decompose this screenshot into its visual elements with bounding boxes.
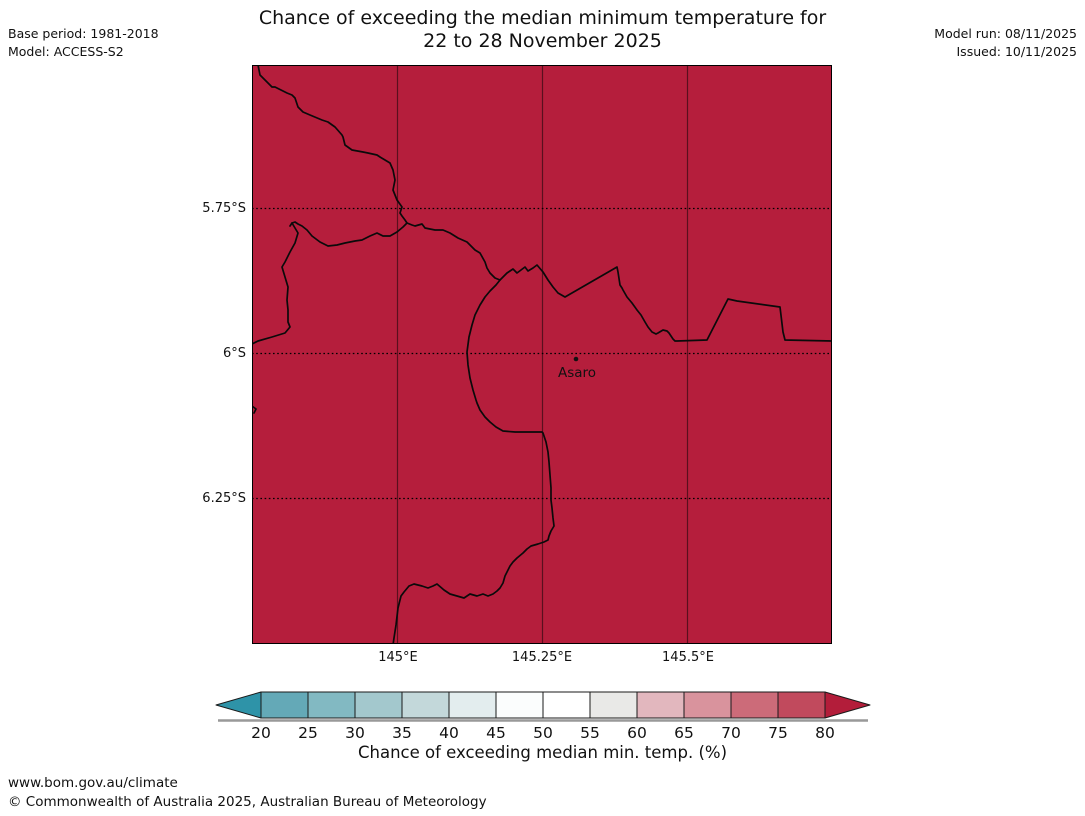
colorbar-cells [215,691,871,719]
colorbar-left-arrow [215,691,262,719]
latitude-gridlines [252,207,832,500]
y-tick-6s: 6°S [222,346,246,361]
colorbar-tick-label: 60 [627,724,647,742]
colorbar-tick-label: 70 [721,724,741,742]
colorbar-svg: 20 25 30 35 40 45 50 55 60 65 70 75 80 [215,691,871,742]
colorbar-segment [260,691,309,719]
issued-label: Issued: 10/11/2025 [956,44,1078,59]
colorbar-segment [730,691,779,719]
colorbar-segment [589,691,638,719]
colorbar-tick-label: 55 [580,724,600,742]
figure-title-line1: Chance of exceeding the median minimum t… [258,7,827,29]
colorbar-tick-label: 75 [768,724,788,742]
x-tick-145p5e: 145.5°E [662,650,714,665]
place-marker-label: Asaro [558,365,596,381]
colorbar-tick-label: 80 [815,724,835,742]
longitude-gridlines [396,65,689,644]
colorbar-tick-label: 25 [298,724,318,742]
colorbar-tick-label: 35 [392,724,412,742]
region-boundaries [251,64,833,646]
colorbar-segment [636,691,685,719]
boundary-south [392,279,555,646]
model-run-label: Model run: 08/11/2025 [934,26,1077,41]
footer-copyright: © Commonwealth of Australia 2025, Austra… [8,794,487,810]
colorbar-segment [401,691,450,719]
map-frame [252,65,832,644]
map-svg: Asaro [251,64,833,646]
x-tick-145e: 145°E [378,650,418,665]
place-marker-dot [573,356,579,362]
colorbar-segment [542,691,591,719]
base-period-label: Base period: 1981-2018 [8,26,159,41]
header-right-block: Model run: 08/11/2025 Issued: 10/11/2025 [934,25,1077,61]
footer-url: www.bom.gov.au/climate [8,775,178,791]
colorbar-tick-label: 45 [486,724,506,742]
boundary-west-northsouth [251,222,299,345]
y-tick-5p75s: 5.75°S [202,201,246,216]
colorbar-caption: Chance of exceeding median min. temp. (%… [357,743,728,762]
colorbar-tick-labels: 20 25 30 35 40 45 50 55 60 65 70 75 80 [251,724,835,742]
colorbar-right-arrow [824,691,871,719]
colorbar-tick-label: 20 [251,724,271,742]
colorbar-segment [307,691,356,719]
colorbar-segment [354,691,403,719]
figure-title-line2: 22 to 28 November 2025 [423,30,662,52]
boundary-west-stub [251,405,257,414]
colorbar: 20 25 30 35 40 45 50 55 60 65 70 75 80 [214,690,872,746]
colorbar-tick-label: 40 [439,724,459,742]
colorbar-segment [777,691,826,719]
figure-title: Chance of exceeding the median minimum t… [0,7,1085,53]
colorbar-segment [448,691,497,719]
boundary-northwest [257,64,408,224]
map-plot: Asaro [251,64,833,646]
colorbar-tick-label: 65 [674,724,694,742]
colorbar-segment [683,691,732,719]
boundary-east-west [289,221,833,342]
header-left-block: Base period: 1981-2018 Model: ACCESS-S2 [8,25,159,61]
y-tick-6p25s: 6.25°S [202,491,246,506]
model-label: Model: ACCESS-S2 [8,44,124,59]
colorbar-segment [495,691,544,719]
colorbar-tick-label: 50 [533,724,553,742]
colorbar-tick-label: 30 [345,724,365,742]
x-tick-145p25e: 145.25°E [511,650,573,665]
